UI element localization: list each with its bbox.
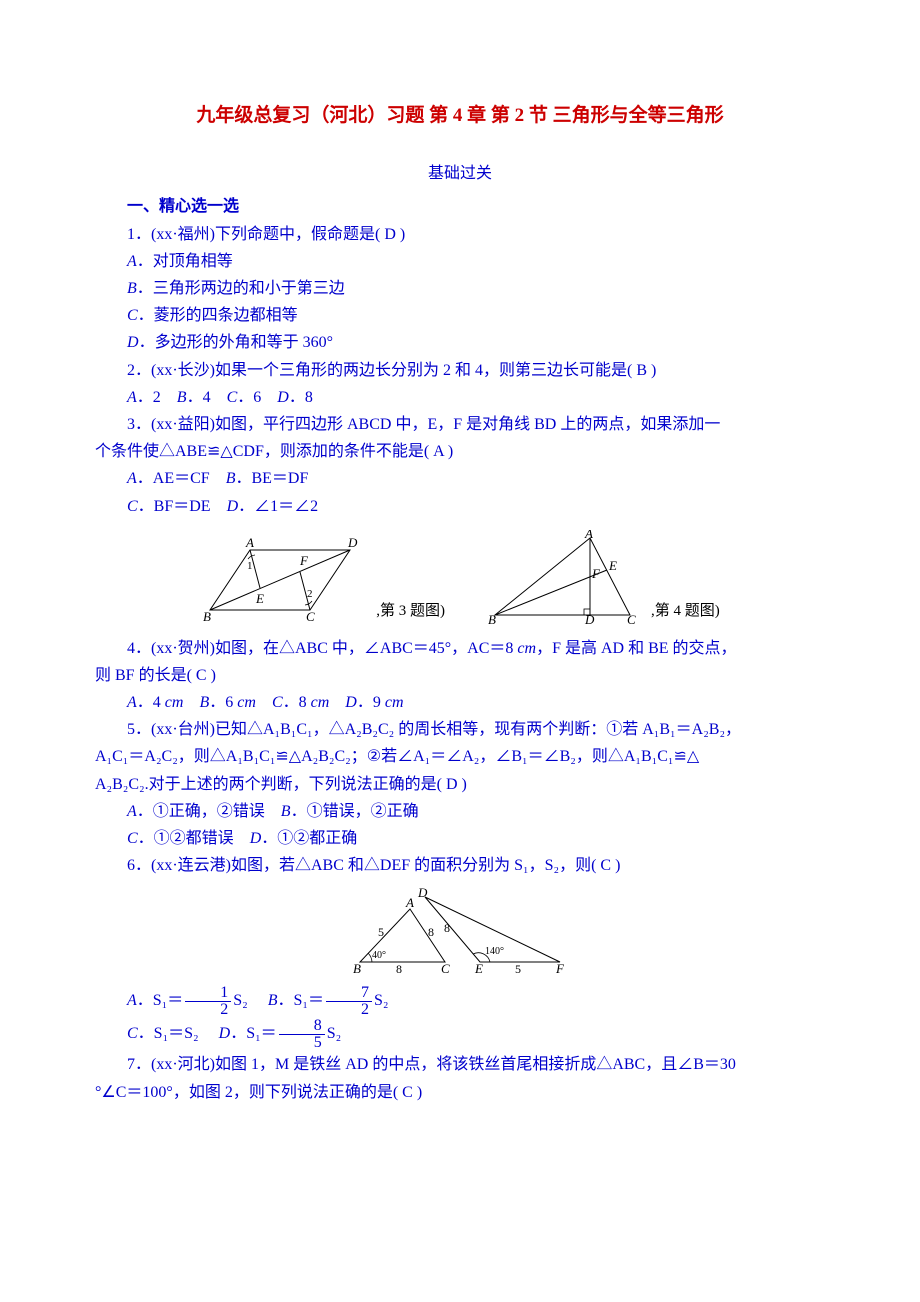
- q1-opt-a: A．A．对顶角相等对顶角相等: [95, 248, 825, 275]
- svg-text:8: 8: [444, 921, 450, 935]
- figure-q6: A B C 5 8 8 40° D E F 8 5 140°: [350, 887, 570, 977]
- svg-text:E: E: [474, 961, 483, 976]
- figure-q3-caption: ,第 3 题图): [376, 599, 445, 625]
- svg-text:A: A: [405, 895, 414, 910]
- section-heading: 一、精心选一选: [95, 193, 825, 220]
- q3-stem-l1: 3．(xx·益阳)如图，平行四边形 ABCD 中，E，F 是对角线 BD 上的两…: [95, 411, 825, 438]
- svg-text:8: 8: [428, 925, 434, 939]
- page-title: 九年级总复习（河北）习题 第 4 章 第 2 节 三角形与全等三角形: [95, 100, 825, 132]
- q4-opts: A．4 cm B．6 cm C．8 cm D．9 cm: [95, 689, 825, 716]
- svg-text:F: F: [555, 961, 565, 976]
- q1-opt-d: D．多边形的外角和等于 360°: [95, 329, 825, 356]
- svg-text:C: C: [441, 961, 450, 976]
- svg-text:A: A: [245, 535, 254, 550]
- svg-text:E: E: [608, 558, 617, 573]
- svg-text:C: C: [627, 612, 636, 625]
- svg-text:E: E: [255, 591, 264, 606]
- figure-row-3-4: A D B C E F 1 2 ,第 3 题图) A B C: [95, 530, 825, 625]
- q4-stem-l2: 则 BF 的长是( C ): [95, 662, 825, 689]
- svg-text:B: B: [203, 609, 211, 624]
- svg-text:2: 2: [307, 588, 313, 600]
- q5-opts2: C．①②都错误 D．①②都正确: [95, 825, 825, 852]
- q3-opts2: C．BF＝DE D．∠1＝∠2: [95, 493, 825, 520]
- svg-text:140°: 140°: [485, 946, 504, 957]
- svg-text:C: C: [306, 609, 315, 624]
- svg-text:40°: 40°: [372, 950, 386, 961]
- svg-text:D: D: [347, 535, 358, 550]
- q3-stem-l2: 个条件使△ABE≌△CDF，则添加的条件不能是( A ): [95, 438, 825, 465]
- svg-text:F: F: [299, 553, 309, 568]
- q3-opts1: A．AE＝CF B．BE＝DF: [95, 465, 825, 492]
- q5-opts1: A．①正确，②错误 B．①错误，②正确: [95, 798, 825, 825]
- svg-text:D: D: [584, 612, 595, 625]
- q1-stem: 1．(xx·福州)下列命题中，假命题是( D ): [95, 221, 825, 248]
- q4-stem-l1: 4．(xx·贺州)如图，在△ABC 中，∠ABC＝45°，AC＝8 cm，F 是…: [95, 635, 825, 662]
- q7-l2: °∠C＝100°，如图 2，则下列说法正确的是( C ): [95, 1079, 825, 1106]
- q5-l3: A₂B₂C₂.对于上述的两个判断，下列说法正确的是( D ): [95, 771, 825, 798]
- q5-l2: A₁C₁＝A₂C₂，则△A₁B₁C₁≌△A₂B₂C₂；②若∠A₁＝∠A₂，∠B₁…: [95, 743, 825, 770]
- figure-q4: A B C D E F: [485, 530, 645, 625]
- q1-opt-b: B．三角形两边的和小于第三边: [95, 275, 825, 302]
- svg-text:A: A: [584, 530, 593, 541]
- q6-row1: A．S₁＝12S₂ B．S₁＝72S₂: [95, 985, 825, 1018]
- q2-stem: 2．(xx·长沙)如果一个三角形的两边长分别为 2 和 4，则第三边长可能是( …: [95, 357, 825, 384]
- svg-text:B: B: [353, 961, 361, 976]
- figure-q3: A D B C E F 1 2: [200, 535, 370, 625]
- q5-l1: 5．(xx·台州)已知△A₁B₁C₁，△A₂B₂C₂ 的周长相等，现有两个判断：…: [95, 716, 825, 743]
- q2-opts: A．2 B．4 C．6 D．8: [95, 384, 825, 411]
- svg-text:5: 5: [378, 925, 384, 939]
- q7-l1: 7．(xx·河北)如图 1，M 是铁丝 AD 的中点，将该铁丝首尾相接折成△AB…: [95, 1051, 825, 1078]
- svg-text:D: D: [417, 887, 428, 900]
- q6-stem: 6．(xx·连云港)如图，若△ABC 和△DEF 的面积分别为 S₁，S₂，则(…: [95, 852, 825, 879]
- subtitle: 基础过关: [95, 160, 825, 187]
- svg-text:8: 8: [396, 962, 402, 976]
- svg-text:5: 5: [515, 962, 521, 976]
- svg-text:B: B: [488, 612, 496, 625]
- svg-text:F: F: [591, 566, 601, 581]
- figure-q4-caption: ,第 4 题图): [651, 599, 720, 625]
- q6-row2: C．S₁＝S₂ D．S₁＝85S₂: [95, 1018, 825, 1051]
- q1-opt-c: C．菱形的四条边都相等: [95, 302, 825, 329]
- svg-text:1: 1: [247, 560, 253, 572]
